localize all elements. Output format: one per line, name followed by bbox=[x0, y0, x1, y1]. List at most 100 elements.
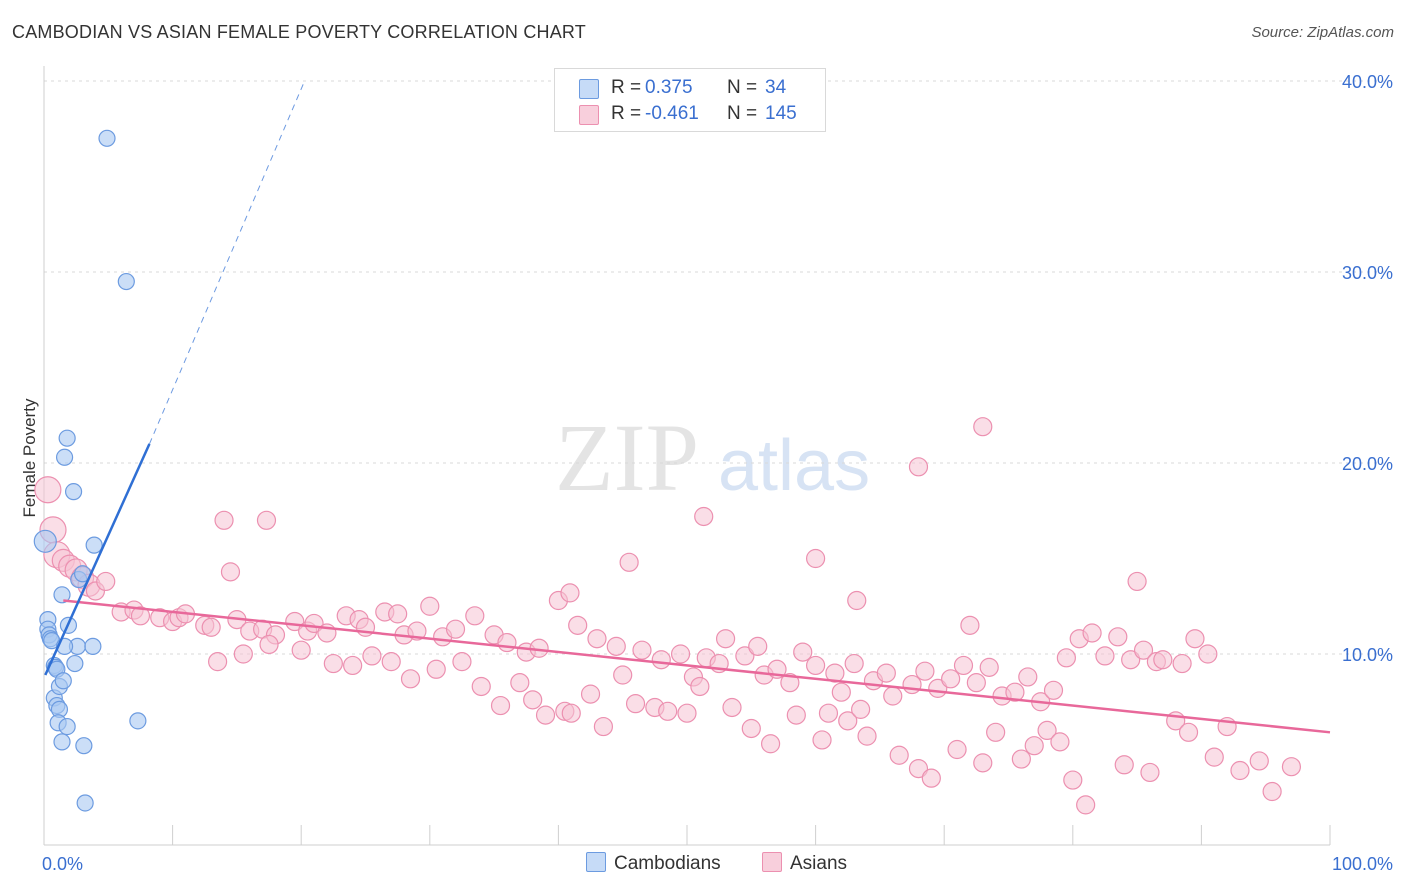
asian-point bbox=[908, 457, 929, 477]
asian-point bbox=[452, 652, 472, 672]
cambodian-point bbox=[85, 536, 103, 554]
asian-point bbox=[587, 629, 607, 649]
asian-point bbox=[651, 650, 671, 670]
legend-r-label: R = bbox=[611, 103, 642, 124]
asian-point bbox=[1114, 755, 1134, 775]
asian-point bbox=[1018, 667, 1038, 687]
asian-point bbox=[256, 510, 277, 530]
asian-point bbox=[921, 768, 941, 788]
cambodian-point bbox=[64, 483, 83, 501]
asian-point bbox=[490, 695, 511, 716]
legend-r-value: -0.461 bbox=[645, 103, 699, 124]
cambodian-point bbox=[33, 529, 57, 553]
asian-point bbox=[208, 652, 228, 672]
asian-point bbox=[818, 703, 839, 723]
asian-point bbox=[1024, 736, 1044, 756]
asians-trend-line bbox=[63, 599, 1331, 734]
asian-point bbox=[343, 655, 363, 676]
asian-point bbox=[986, 722, 1006, 742]
asian-point bbox=[96, 571, 116, 592]
asian-point bbox=[1056, 648, 1076, 668]
cambodian-point bbox=[76, 794, 94, 812]
asian-point bbox=[535, 705, 556, 725]
asian-point bbox=[471, 676, 491, 697]
legend-swatch-asians bbox=[579, 105, 599, 125]
asian-point bbox=[793, 642, 813, 662]
asian-point bbox=[973, 417, 993, 437]
asian-point bbox=[1153, 650, 1173, 670]
asian-point bbox=[619, 552, 639, 572]
asian-point bbox=[1127, 571, 1147, 592]
asian-point bbox=[960, 615, 980, 635]
legend-r-value: 0.375 bbox=[645, 77, 693, 98]
asian-point bbox=[941, 669, 961, 689]
asian-point bbox=[593, 716, 614, 737]
cambodian-point bbox=[54, 672, 72, 690]
asian-point bbox=[883, 686, 903, 706]
asian-point bbox=[825, 663, 845, 683]
bottom-legend-cambodians[interactable]: Cambodians bbox=[586, 852, 721, 875]
asian-point bbox=[658, 701, 678, 721]
asian-point bbox=[973, 753, 993, 773]
asian-point bbox=[694, 506, 714, 527]
watermark-atlas: atlas bbox=[718, 426, 870, 506]
asian-point bbox=[1050, 732, 1070, 752]
asian-point bbox=[966, 673, 986, 693]
asian-point bbox=[523, 690, 543, 710]
asian-point bbox=[510, 673, 530, 693]
asian-point bbox=[407, 621, 427, 641]
cambodian-point bbox=[98, 129, 116, 147]
bottom-legend-label-asians: Asians bbox=[790, 853, 848, 874]
asian-point bbox=[580, 684, 601, 704]
cambodians-trend-extension bbox=[148, 82, 305, 445]
y-tick-label: 40.0% bbox=[1342, 72, 1393, 92]
asian-point bbox=[259, 634, 279, 655]
y-tick-label: 30.0% bbox=[1342, 263, 1393, 283]
asian-point bbox=[220, 562, 241, 582]
asian-point bbox=[323, 653, 343, 674]
asian-point bbox=[947, 739, 967, 760]
asian-point bbox=[979, 657, 999, 677]
asian-point bbox=[130, 606, 151, 626]
bottom-legend-asians[interactable]: Asians bbox=[762, 852, 847, 875]
asian-point bbox=[1140, 762, 1160, 783]
bottom-swatch-cambodians bbox=[586, 852, 606, 872]
asian-point bbox=[420, 596, 440, 616]
chart-title: CAMBODIAN VS ASIAN FEMALE POVERTY CORREL… bbox=[12, 22, 586, 42]
asian-point bbox=[831, 682, 851, 702]
asian-point bbox=[1011, 749, 1031, 769]
asian-point bbox=[1037, 720, 1057, 741]
asian-point bbox=[915, 661, 935, 681]
asian-point bbox=[381, 652, 401, 672]
asian-point bbox=[613, 665, 633, 685]
legend-r-label: R = bbox=[611, 77, 642, 98]
asian-point bbox=[847, 590, 867, 611]
asian-point bbox=[722, 697, 742, 718]
cambodian-point bbox=[53, 586, 71, 604]
cambodian-point bbox=[66, 654, 84, 673]
asian-point bbox=[233, 644, 253, 664]
asian-point bbox=[851, 699, 871, 719]
asian-point bbox=[690, 676, 710, 697]
asian-point bbox=[1063, 770, 1083, 790]
asian-point bbox=[670, 644, 691, 664]
asian-point bbox=[291, 640, 311, 660]
asian-point bbox=[953, 655, 974, 676]
asian-point bbox=[908, 758, 929, 779]
legend-n-label: N = bbox=[727, 77, 758, 98]
asian-point bbox=[889, 745, 909, 765]
asian-point bbox=[1133, 640, 1154, 660]
asian-point bbox=[715, 629, 736, 649]
asian-point bbox=[748, 636, 768, 656]
asian-point bbox=[632, 640, 652, 660]
asian-point bbox=[426, 659, 446, 679]
cambodian-point bbox=[53, 733, 71, 751]
asian-point bbox=[362, 646, 382, 666]
asian-point bbox=[1185, 629, 1205, 649]
cambodians-points bbox=[33, 129, 147, 812]
asian-point bbox=[857, 726, 877, 746]
asian-point bbox=[400, 669, 421, 689]
asian-point bbox=[735, 646, 755, 666]
asian-point bbox=[805, 655, 826, 676]
